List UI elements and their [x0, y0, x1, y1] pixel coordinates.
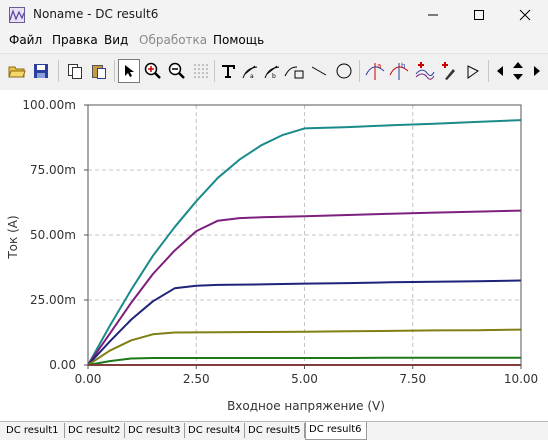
copy-icon[interactable]: [64, 59, 86, 83]
svg-text:b: b: [401, 62, 406, 70]
svg-text:b: b: [272, 73, 276, 80]
toolbar: a b a b: [0, 53, 548, 91]
minimize-button[interactable]: [410, 0, 456, 30]
add-marker-icon[interactable]: [414, 59, 436, 83]
save-icon[interactable]: [30, 59, 52, 83]
y-tick-label: 0.00: [49, 358, 76, 372]
close-button[interactable]: [502, 0, 548, 30]
dc-result-chart[interactable]: 0.00 2.50 5.00 7.50 10.00 0.00 25.00m 50.00m 75.…: [0, 90, 548, 421]
menu-help[interactable]: Помощь: [213, 33, 265, 47]
series-line-2[interactable]: [87, 209, 522, 366]
tab-dc-result-3[interactable]: DC result3: [125, 423, 185, 438]
flag-icon[interactable]: [462, 59, 484, 83]
maximize-button[interactable]: [456, 0, 502, 30]
y-tick-label: 75.00m: [30, 163, 76, 177]
x-tick-label: 10.00: [504, 372, 538, 386]
cursor-a-icon[interactable]: a: [364, 59, 386, 83]
arrow-left-icon[interactable]: [492, 59, 508, 83]
x-tick-label: 5.00: [291, 372, 318, 386]
y-tick-label: 25.00m: [30, 293, 76, 307]
text-tool-icon[interactable]: [217, 59, 239, 83]
tab-dc-result-2[interactable]: DC result2: [65, 423, 125, 438]
menu-view[interactable]: Вид: [104, 33, 129, 47]
x-tick-label: 2.50: [183, 372, 210, 386]
app-icon: [9, 7, 25, 27]
curve-label2-icon[interactable]: b: [261, 59, 283, 83]
menu-process: Обработка: [139, 33, 208, 47]
tab-dc-result-5[interactable]: DC result5: [245, 423, 305, 438]
series-line-4[interactable]: [87, 328, 522, 366]
y-tick-label: 50.00m: [30, 228, 76, 242]
x-tick-label: 0.00: [75, 372, 102, 386]
arrow-up-down-icon[interactable]: [509, 59, 527, 83]
cursor-b-icon[interactable]: b: [388, 59, 410, 83]
menu-bar: Файл Правка Вид Обработка Помощь: [0, 30, 548, 51]
x-axis-label: Входное напряжение (V): [227, 399, 385, 413]
menu-edit[interactable]: Правка: [52, 33, 98, 47]
plot-area[interactable]: 0.00 2.50 5.00 7.50 10.00 0.00 25.00m 50.00m 75.…: [0, 90, 548, 421]
line-tool-icon[interactable]: [308, 59, 330, 83]
y-tick-label: 100.00m: [22, 98, 76, 112]
pointer-icon[interactable]: [118, 59, 140, 83]
x-tick-label: 7.50: [399, 372, 426, 386]
tab-dc-result-4[interactable]: DC result4: [185, 423, 245, 438]
svg-text:a: a: [250, 73, 254, 80]
curve-label3-icon[interactable]: [283, 59, 305, 83]
open-folder-icon[interactable]: [6, 59, 28, 83]
title-bar: Noname - DC result6: [0, 0, 548, 30]
series-line-3[interactable]: [87, 279, 522, 366]
series-line-5[interactable]: [87, 356, 521, 366]
ellipse-tool-icon[interactable]: [333, 59, 355, 83]
window-title: Noname - DC result6: [33, 7, 159, 21]
zoom-out-icon[interactable]: [166, 59, 188, 83]
zoom-in-icon[interactable]: [142, 59, 164, 83]
tab-dc-result-1[interactable]: DC result1: [3, 423, 65, 438]
series-line-1[interactable]: [87, 119, 522, 366]
probe-icon[interactable]: [438, 59, 460, 83]
result-tabs: DC result1 DC result2 DC result3 DC result4…: [0, 421, 548, 440]
menu-file[interactable]: Файл: [9, 33, 43, 47]
y-axis-label: Ток (A): [6, 215, 20, 259]
grid-dots-icon[interactable]: [190, 59, 212, 83]
paste-icon[interactable]: [88, 59, 110, 83]
svg-text:a: a: [377, 62, 381, 70]
arrow-right-icon[interactable]: [529, 59, 545, 83]
curve-label-icon[interactable]: a: [239, 59, 261, 83]
tab-dc-result-6[interactable]: DC result6: [305, 422, 367, 440]
